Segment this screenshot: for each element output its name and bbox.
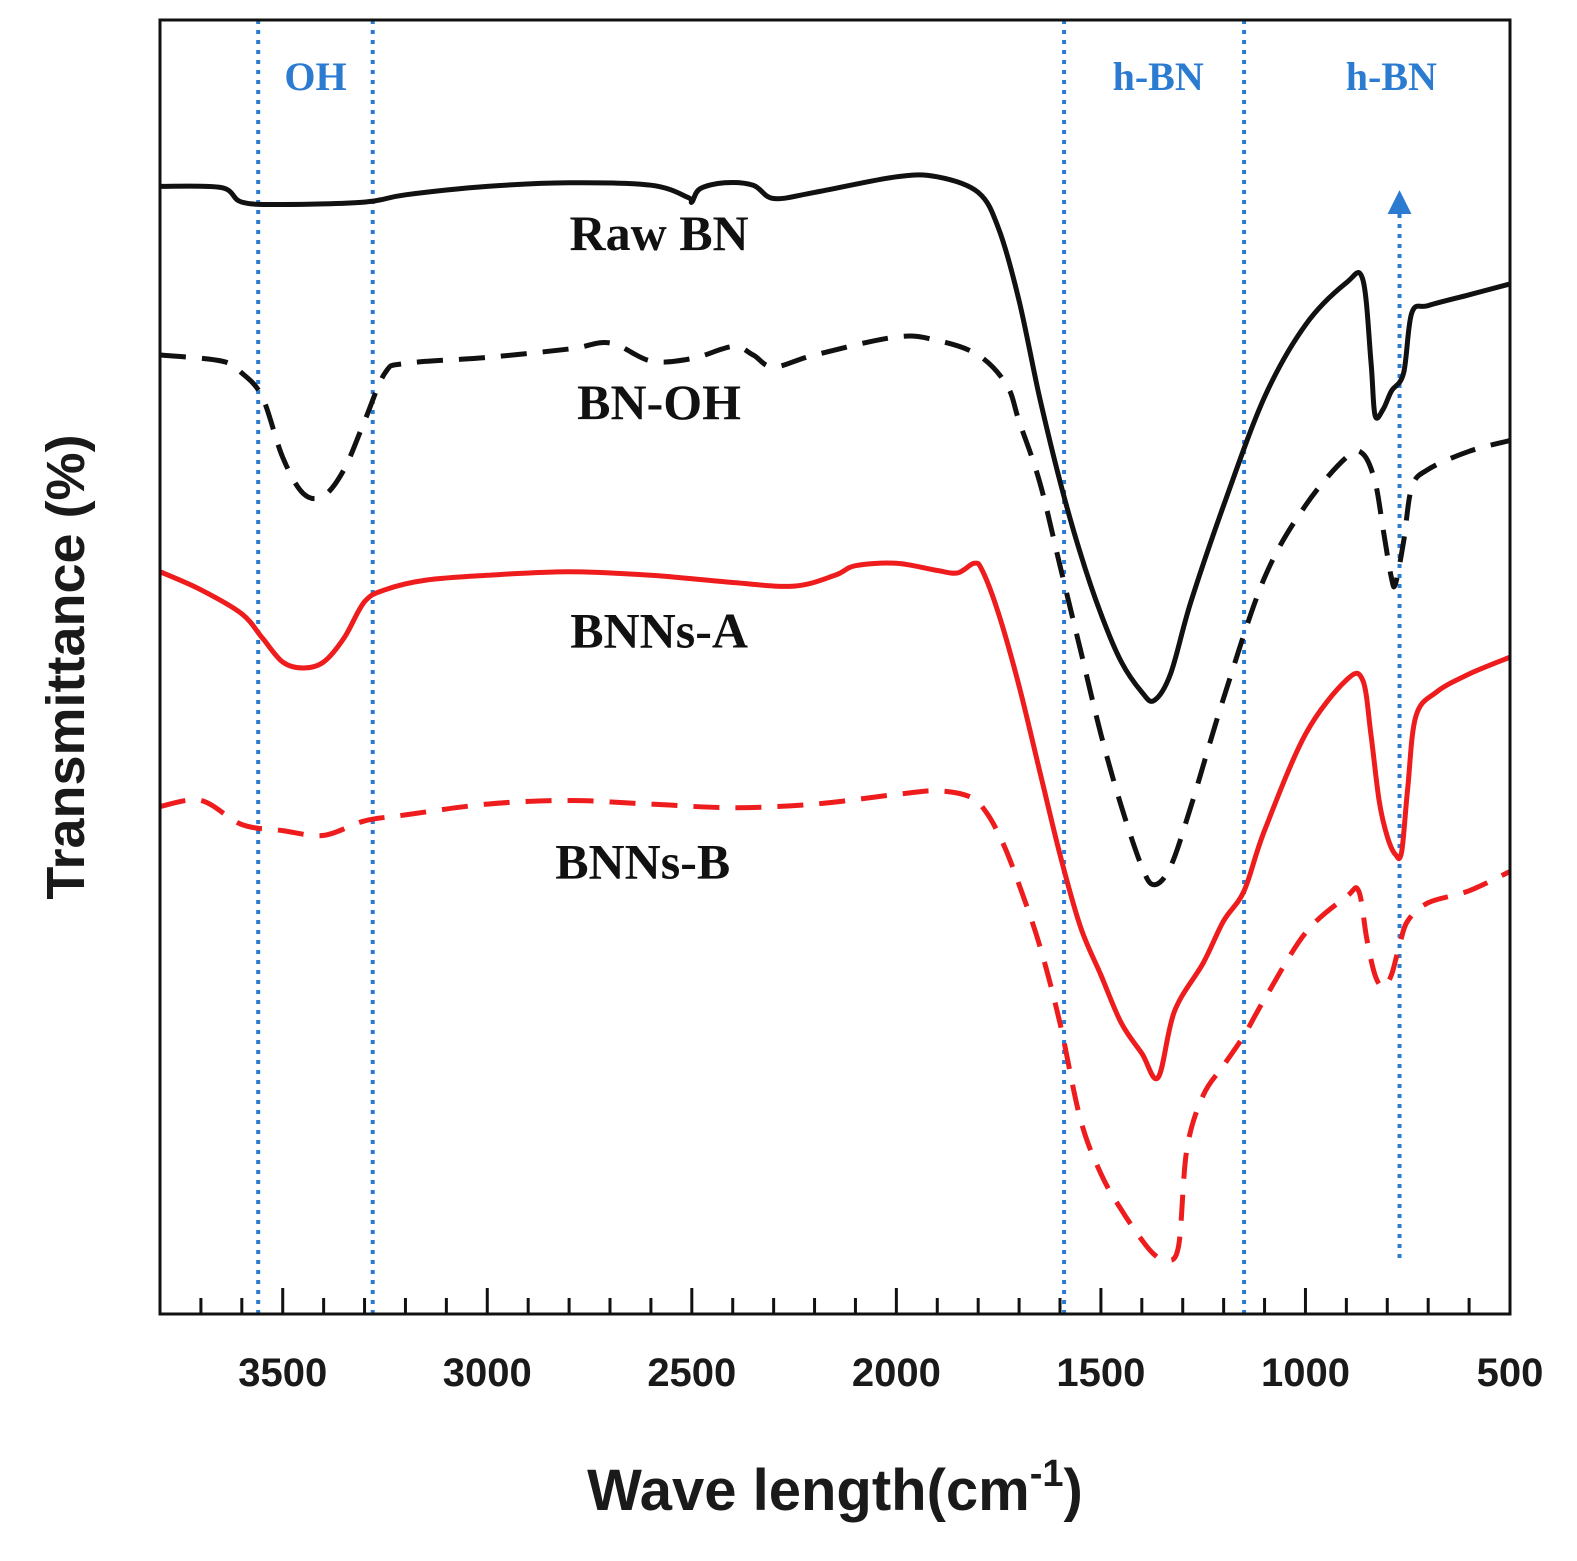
series-label-bnns-a: BNNs-A [570, 603, 748, 659]
x-axis-label-sup: -1 [1030, 1453, 1064, 1495]
annotation-labels: Raw BN BN-OH BNNs-A BNNs-B OH h-BN h-BN [284, 54, 1437, 890]
y-axis-label: Transmittance (%) [36, 434, 96, 899]
x-tick-label-3000: 3000 [443, 1351, 532, 1395]
x-axis-label-suffix: ) [1064, 1458, 1083, 1523]
series-label-bnns-b: BNNs-B [555, 834, 730, 890]
series-label-raw-bn: Raw BN [569, 205, 748, 261]
series-label-bn-oh: BN-OH [577, 374, 741, 430]
x-tick-label-1500: 1500 [1056, 1351, 1145, 1395]
series-line-bnns-b [159, 788, 1512, 1264]
region-label-oh-0: OH [284, 54, 346, 99]
x-tick-label-500: 500 [1477, 1351, 1544, 1395]
x-tick-label-2500: 2500 [647, 1351, 736, 1395]
plot-frame [158, 18, 1512, 1316]
series-lines [158, 172, 1512, 1264]
x-tick-label-3500: 3500 [238, 1351, 327, 1395]
x-tick-label-1000: 1000 [1261, 1351, 1350, 1395]
marker-lines [256, 20, 1412, 1314]
series-line-raw-bn [159, 172, 1511, 704]
series-line-bnns-a [158, 560, 1511, 1082]
x-axis-ticks: 3500 3000 2500 2000 1500 1000 500 [158, 1288, 1544, 1395]
x-tick-label-2000: 2000 [852, 1351, 941, 1395]
x-axis-label-main: Wave length(cm [587, 1458, 1030, 1523]
region-label-h-bn-1: h-BN [1113, 54, 1204, 99]
series-line-bn-oh [159, 333, 1511, 888]
x-axis-label: Wave length(cm-1) [587, 1453, 1083, 1523]
region-label-h-bn-2: h-BN [1346, 54, 1437, 99]
